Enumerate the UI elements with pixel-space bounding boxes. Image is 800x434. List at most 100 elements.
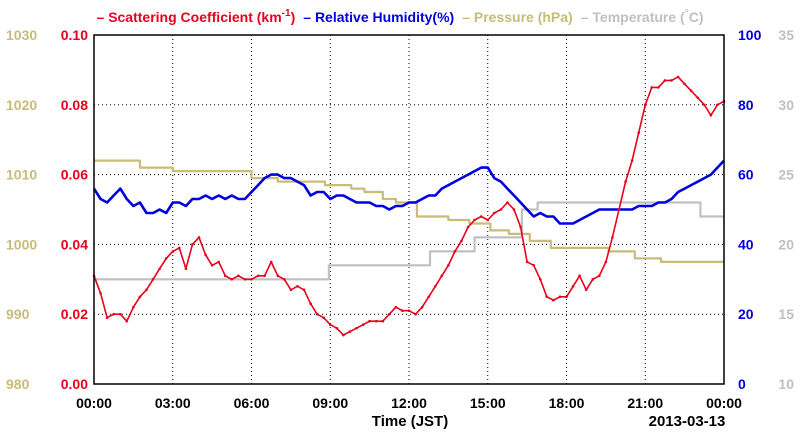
temperature-tick-label: 25	[778, 167, 794, 183]
scattering-point	[440, 274, 444, 278]
legend-sup-temperature: °	[685, 8, 689, 19]
scattering-point	[420, 305, 424, 309]
x-tick-label: 00:00	[706, 395, 742, 411]
scattering-point	[578, 274, 581, 278]
scattering-point	[283, 278, 286, 281]
scattering-point	[355, 326, 358, 330]
scattering-point	[329, 323, 332, 327]
scattering-point	[473, 218, 476, 222]
pressure-tick-label: 1020	[6, 97, 37, 113]
scattering-point	[197, 236, 201, 239]
humidity-tick-label: 100	[738, 27, 762, 43]
humidity-tick-label: 20	[738, 306, 754, 322]
scattering-point	[545, 295, 549, 299]
grid	[94, 35, 724, 384]
x-tick-label: 18:00	[549, 395, 585, 411]
legend-label-humidity: Relative Humidity(%)	[315, 9, 454, 25]
scattering-point	[657, 86, 660, 89]
x-tick-label: 09:00	[312, 395, 348, 411]
temperature-tick-label: 20	[778, 236, 794, 252]
scattering-tick-label: 0.06	[61, 167, 88, 183]
legend-text: – Scattering Coefficient (km-1) – Relativ…	[97, 8, 704, 25]
legend-dash-scattering: –	[97, 9, 109, 25]
scattering-point	[342, 333, 345, 337]
scattering-point	[650, 86, 654, 89]
scattering-point	[263, 274, 266, 278]
scattering-tick-label: 0.02	[61, 306, 88, 322]
legend-dash-temperature: –	[581, 9, 593, 25]
scattering-point	[565, 295, 568, 299]
scattering-point	[539, 278, 542, 281]
scattering-point	[709, 114, 713, 117]
scattering-tick-label: 0.00	[61, 376, 88, 392]
scattering-point	[591, 278, 595, 281]
axes-layer: 98099010001010102010300.000.020.040.060.…	[6, 27, 794, 411]
scattering-point	[683, 82, 686, 86]
scattering-point	[493, 211, 496, 215]
temperature-tick-label: 15	[778, 306, 794, 322]
scattering-point	[584, 288, 588, 292]
scattering-point	[151, 278, 155, 281]
scattering-point	[191, 243, 194, 246]
scattering-point	[99, 292, 102, 295]
scattering-point	[394, 305, 398, 309]
scattering-point	[204, 253, 207, 257]
series-layer	[92, 75, 726, 337]
scattering-tick-label: 0.04	[61, 236, 88, 252]
legend-label-scattering: Scattering Coefficient (km	[108, 9, 281, 25]
scattering-point	[670, 79, 673, 82]
scattering-point	[388, 312, 391, 316]
scattering-point	[427, 295, 431, 299]
scattering-point	[105, 316, 109, 320]
legend-end-temperature: C)	[689, 9, 704, 25]
scattering-point	[506, 201, 509, 204]
scattering-point	[460, 239, 463, 243]
scattering-point	[703, 103, 706, 107]
scattering-point	[269, 260, 273, 264]
scattering-point	[315, 312, 319, 316]
scattering-point	[158, 267, 161, 271]
legend-label-pressure: Pressure (hPa)	[474, 9, 573, 25]
humidity-tick-label: 0	[738, 376, 746, 392]
scattering-point	[663, 79, 667, 82]
scattering-point	[571, 285, 575, 288]
scattering-point	[532, 264, 535, 267]
scattering-point	[486, 218, 490, 222]
scattering-point	[401, 309, 404, 313]
scattering-point	[302, 288, 306, 292]
scattering-point	[296, 285, 299, 288]
scattering-point	[138, 295, 142, 299]
scattering-point	[164, 257, 168, 260]
temperature-tick-label: 35	[778, 27, 794, 43]
scattering-point	[466, 225, 470, 229]
scattering-point	[210, 264, 214, 267]
x-tick-label: 03:00	[155, 395, 191, 411]
scattering-point	[696, 96, 700, 100]
scattering-point	[407, 309, 411, 313]
scattering-point	[499, 208, 503, 211]
scattering-point	[250, 278, 253, 281]
x-tick-label: 00:00	[76, 395, 112, 411]
scattering-point	[335, 326, 339, 330]
scattering-point	[434, 285, 437, 288]
scattering-point	[224, 274, 227, 278]
pressure-tick-label: 1010	[6, 167, 37, 183]
x-tick-label: 12:00	[391, 395, 427, 411]
scattering-point	[558, 295, 562, 299]
scattering-point	[237, 274, 240, 278]
scattering-point	[374, 319, 378, 323]
scattering-point	[125, 319, 129, 323]
scattering-point	[119, 312, 122, 316]
x-tick-label: 21:00	[627, 395, 663, 411]
scattering-point	[512, 208, 516, 211]
scattering-point	[716, 103, 719, 107]
scattering-point	[171, 250, 175, 253]
humidity-tick-label: 40	[738, 236, 754, 252]
scattering-point	[381, 319, 385, 323]
scattering-point	[637, 131, 640, 134]
scattering-point	[604, 260, 608, 264]
pressure-tick-label: 990	[6, 306, 30, 322]
scattering-point	[243, 278, 247, 281]
scattering-point	[414, 312, 417, 316]
